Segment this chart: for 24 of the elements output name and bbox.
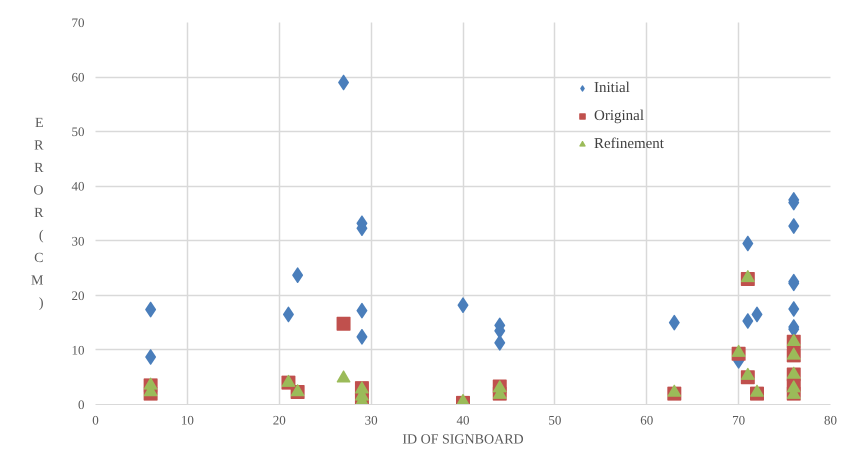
y-tick-label: 40 [72, 178, 84, 194]
x-tick-label: 0 [92, 412, 99, 428]
y-tick-label: 50 [72, 124, 84, 140]
y-tick-label: 30 [72, 233, 84, 248]
x-tick-label: 70 [732, 412, 746, 428]
legend-label: Refinement [594, 136, 664, 152]
point [336, 316, 351, 331]
x-tick-label: 30 [364, 412, 378, 428]
text: ERROR(CM) [31, 116, 44, 311]
y-tick-label: 20 [72, 288, 84, 303]
x-tick-label: 40 [456, 412, 470, 428]
y-tick-label: 60 [72, 70, 84, 85]
x-axis-title: ID OF SIGNBOARD [402, 432, 524, 448]
x-tick-label: 60 [640, 412, 654, 428]
x-tick-label: 50 [548, 412, 562, 428]
x-tick-label: 80 [824, 412, 837, 428]
x-tick-label: 10 [180, 412, 194, 428]
x-tick-label: 20 [272, 412, 286, 428]
y-tick-label: 0 [78, 397, 84, 412]
legend-label: Original [594, 108, 644, 124]
y-tick-label: 10 [72, 342, 84, 358]
legend-label: Initial [594, 80, 630, 96]
y-tick-label: 70 [72, 15, 84, 30]
point [788, 301, 800, 317]
